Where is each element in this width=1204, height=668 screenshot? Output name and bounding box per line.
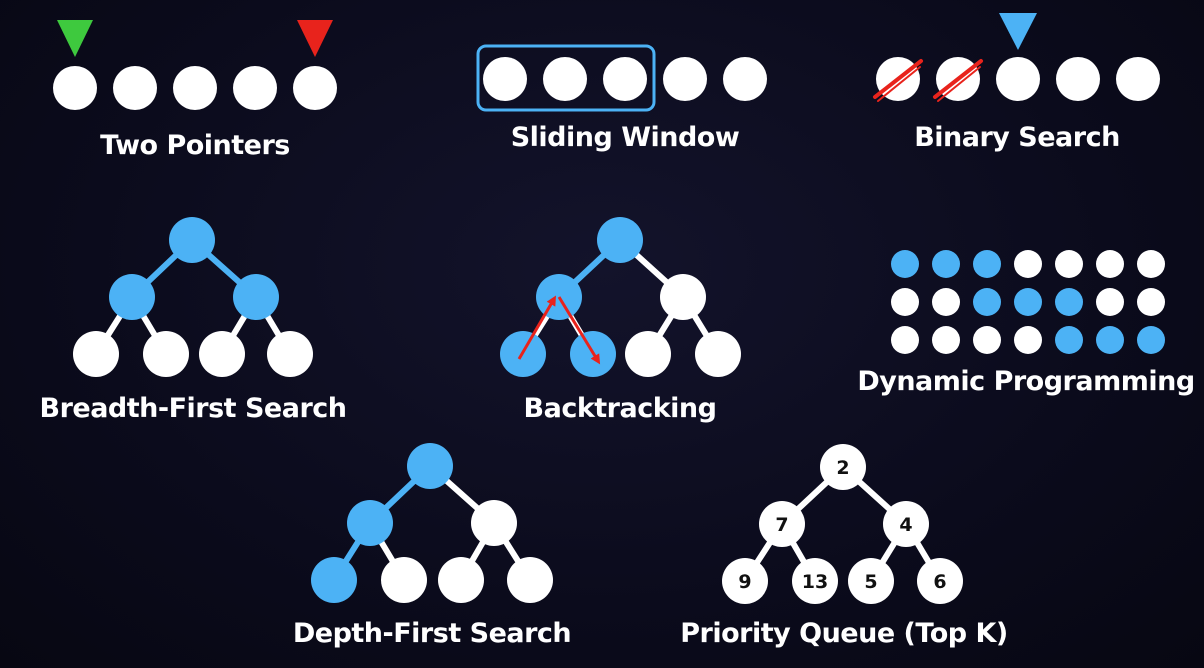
dp-cell (891, 288, 919, 316)
priority-queue-tree-node (759, 501, 805, 547)
heap-value: 4 (899, 514, 912, 536)
backtracking-tree-node (660, 274, 706, 320)
binary-search-node (1116, 57, 1160, 101)
dp-cell (932, 288, 960, 316)
dfs-tree-node (381, 557, 427, 603)
dp-cell (1014, 250, 1042, 278)
two-pointers-node (173, 66, 217, 110)
dfs-tree-node (507, 557, 553, 603)
bfs-tree-node (233, 274, 279, 320)
bfs-tree-node (73, 331, 119, 377)
heap-value: 7 (775, 514, 788, 536)
priority-queue-tree-node (848, 558, 894, 604)
two-pointers-node (113, 66, 157, 110)
priority-queue-tree-node (722, 558, 768, 604)
label-bfs: Breadth-First Search (39, 393, 348, 424)
heap-value: 2 (836, 457, 849, 479)
priority-queue-tree-node (820, 444, 866, 490)
backtracking-tree-node (625, 331, 671, 377)
dfs-tree-node (438, 557, 484, 603)
two-pointers-node (233, 66, 277, 110)
dp-cell (1096, 326, 1124, 354)
label-sliding-window: Sliding Window (510, 122, 740, 153)
heap-value: 9 (738, 571, 751, 593)
backtrack-arrow-down (557, 296, 601, 365)
heap-value: 6 (933, 571, 946, 593)
priority-queue-tree-node (917, 558, 963, 604)
dp-cell (1055, 288, 1083, 316)
label-backtracking: Backtracking (523, 393, 717, 424)
label-dynamic-programming: Dynamic Programming (857, 366, 1195, 397)
priority-queue-tree-node (883, 501, 929, 547)
dp-cell (973, 326, 1001, 354)
heap-value: 13 (802, 571, 828, 593)
dp-cell (932, 326, 960, 354)
right-pointer-marker (297, 20, 333, 57)
sliding-window-node (603, 57, 647, 101)
sliding-window-node (723, 57, 767, 101)
sliding-window-node (663, 57, 707, 101)
dp-cell (973, 250, 1001, 278)
sliding-window-node (543, 57, 587, 101)
bfs-tree-node (169, 217, 215, 263)
bfs-tree-node (199, 331, 245, 377)
dp-cell (932, 250, 960, 278)
dp-cell (1014, 326, 1042, 354)
eliminated-slash (873, 59, 923, 99)
eliminated-slash (877, 66, 921, 102)
bfs-tree-node (267, 331, 313, 377)
dp-cell (1137, 250, 1165, 278)
two-pointers-node (53, 66, 97, 110)
dfs-tree-node (471, 500, 517, 546)
label-two-pointers: Two Pointers (100, 130, 290, 161)
priority-queue-tree-node (792, 558, 838, 604)
binary-search-mid-marker (999, 13, 1037, 50)
backtracking-tree-node (597, 217, 643, 263)
binary-search-node (1056, 57, 1100, 101)
dp-cell (891, 326, 919, 354)
sliding-window-node (483, 57, 527, 101)
dp-cell (973, 288, 1001, 316)
dp-cell (1055, 326, 1083, 354)
dfs-tree-node (407, 443, 453, 489)
eliminated-slash (937, 66, 981, 102)
dp-cell (891, 250, 919, 278)
left-pointer-marker (57, 20, 93, 57)
dp-cell (1096, 250, 1124, 278)
binary-search-node (996, 57, 1040, 101)
label-priority-queue: Priority Queue (Top K) (680, 618, 1008, 649)
bfs-tree-node (109, 274, 155, 320)
dfs-tree-node (311, 557, 357, 603)
dp-cell (1055, 250, 1083, 278)
dp-cell (1014, 288, 1042, 316)
dp-cell (1137, 288, 1165, 316)
backtracking-tree-node (695, 331, 741, 377)
label-binary-search: Binary Search (914, 122, 1120, 153)
dfs-tree-node (347, 500, 393, 546)
dp-cell (1137, 326, 1165, 354)
sliding-window-frame (476, 44, 656, 112)
eliminated-slash (933, 59, 983, 99)
two-pointers-node (293, 66, 337, 110)
label-dfs: Depth-First Search (292, 618, 572, 649)
dp-cell (1096, 288, 1124, 316)
backtrack-arrow-up (517, 295, 557, 360)
bfs-tree-node (143, 331, 189, 377)
heap-value: 5 (864, 571, 877, 593)
